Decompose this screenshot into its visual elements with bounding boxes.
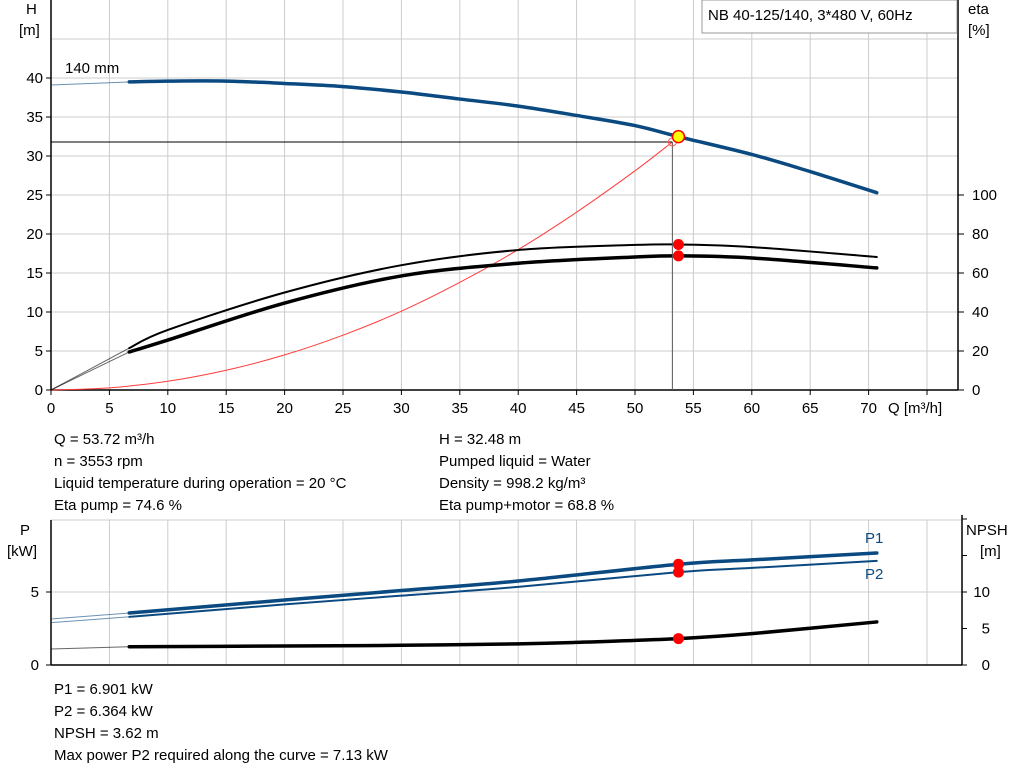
y-tick-label: 35 <box>26 109 43 126</box>
p2-extension <box>50 616 130 624</box>
info-h: H = 32.48 m <box>439 431 522 448</box>
eta-pump-curve <box>128 243 878 350</box>
npsh-curve <box>127 620 879 649</box>
y-tick-label: 30 <box>26 148 43 165</box>
bottom-grid <box>50 515 963 666</box>
y2-tick-label: 80 <box>972 226 989 243</box>
info-eta-total: Eta pump+motor = 68.8 % <box>439 497 615 514</box>
p1-extension <box>50 612 130 620</box>
y-tick-label: 15 <box>26 265 43 282</box>
y2-tick-label: 100 <box>972 187 997 204</box>
eta-pump-motor-extension <box>50 351 130 391</box>
info-bottom: P1 = 6.901 kW P2 = 6.364 kW NPSH = 3.62 … <box>54 679 388 767</box>
p-tick-label: 5 <box>31 584 39 601</box>
x-tick-label: 60 <box>743 400 760 417</box>
curves <box>50 79 879 650</box>
chart-title: NB 40-125/140, 3*480 V, 60Hz <box>708 7 913 24</box>
y-axis-label-h: H <box>26 1 37 18</box>
info-left: Q = 53.72 m³/h n = 3553 rpm Liquid tempe… <box>54 429 346 517</box>
y-tick-label: 10 <box>26 304 43 321</box>
impeller-label: 140 mm <box>65 60 119 77</box>
x-tick-label: 10 <box>159 400 176 417</box>
p1-curve <box>127 551 879 615</box>
eta-pump-marker <box>672 239 684 251</box>
y-axis-unit-h: [m] <box>19 22 40 39</box>
info-q: Q = 53.72 m³/h <box>54 431 155 448</box>
y2-tick-label: 0 <box>972 382 980 399</box>
x-tick-label: 70 <box>860 400 877 417</box>
npsh-extension <box>50 646 130 650</box>
y-tick-label: 20 <box>26 226 43 243</box>
p1-marker <box>672 558 684 570</box>
npsh-tick-label: 10 <box>973 584 990 601</box>
x-tick-label: 0 <box>47 400 55 417</box>
title-box <box>701 0 958 34</box>
info-n: n = 3553 rpm <box>54 453 143 470</box>
npsh-marker <box>672 633 684 645</box>
y2-axis-label-npsh: NPSH <box>966 522 1008 539</box>
x-tick-label: 25 <box>335 400 352 417</box>
x-tick-label: 65 <box>802 400 819 417</box>
eta-total-marker <box>672 250 684 262</box>
y-tick-label: 25 <box>26 187 43 204</box>
y-axis-label-p: P <box>20 522 30 539</box>
x-tick-label: 40 <box>510 400 527 417</box>
info-density: Density = 998.2 kg/m³ <box>439 475 586 492</box>
x-tick-label: 15 <box>218 400 235 417</box>
y2-axis-unit-npsh: [m] <box>980 543 1001 560</box>
x-axis-label: Q [m³/h] <box>888 400 942 417</box>
info-eta-pump: Eta pump = 74.6 % <box>54 497 182 514</box>
x-tick-label: 20 <box>276 400 293 417</box>
info-right: H = 32.48 m Pumped liquid = Water Densit… <box>439 429 614 517</box>
y-tick-label: 40 <box>26 70 43 87</box>
info-max-p2: Max power P2 required along the curve = … <box>54 747 388 764</box>
head-curve <box>127 79 879 195</box>
p2-curve <box>128 559 878 618</box>
y-axis-unit-p: [kW] <box>7 543 37 560</box>
y2-axis-unit-eta: [%] <box>968 22 990 39</box>
info-p2: P2 = 6.364 kW <box>54 703 153 720</box>
p2-label: P2 <box>865 566 883 583</box>
axis-ticks: 0 5 10 15 20 25 30 35 40 45 50 55 60 65 70051015202530… <box>26 70 997 674</box>
info-npsh: NPSH = 3.62 m <box>54 725 159 742</box>
x-tick-label: 50 <box>627 400 644 417</box>
info-temp: Liquid temperature during operation = 20… <box>54 475 347 492</box>
eta-pump-extension <box>50 347 130 391</box>
x-tick-label: 45 <box>568 400 585 417</box>
head-extension <box>50 81 130 86</box>
y2-axis-label-eta: eta <box>968 1 990 18</box>
x-tick-label: 30 <box>393 400 410 417</box>
y-tick-label: 5 <box>35 343 43 360</box>
p-tick-label: 0 <box>31 657 39 674</box>
y-tick-label: 0 <box>35 382 43 399</box>
p2-marker <box>672 566 684 578</box>
info-liquid: Pumped liquid = Water <box>439 453 591 470</box>
x-tick-label: 35 <box>451 400 468 417</box>
info-p1: P1 = 6.901 kW <box>54 681 153 698</box>
p1-label: P1 <box>865 530 883 547</box>
duty-markers <box>51 129 686 645</box>
y2-tick-label: 60 <box>972 265 989 282</box>
duty-point-marker <box>671 129 686 144</box>
system-curve <box>50 141 673 391</box>
top-grid <box>50 0 959 391</box>
x-tick-label: 55 <box>685 400 702 417</box>
npsh-tick-label: 5 <box>982 621 990 638</box>
y2-tick-label: 40 <box>972 304 989 321</box>
npsh-tick-label: 0 <box>982 657 990 674</box>
eta-pump-motor-curve <box>127 254 879 354</box>
x-tick-label: 5 <box>105 400 113 417</box>
y2-tick-label: 20 <box>972 343 989 360</box>
